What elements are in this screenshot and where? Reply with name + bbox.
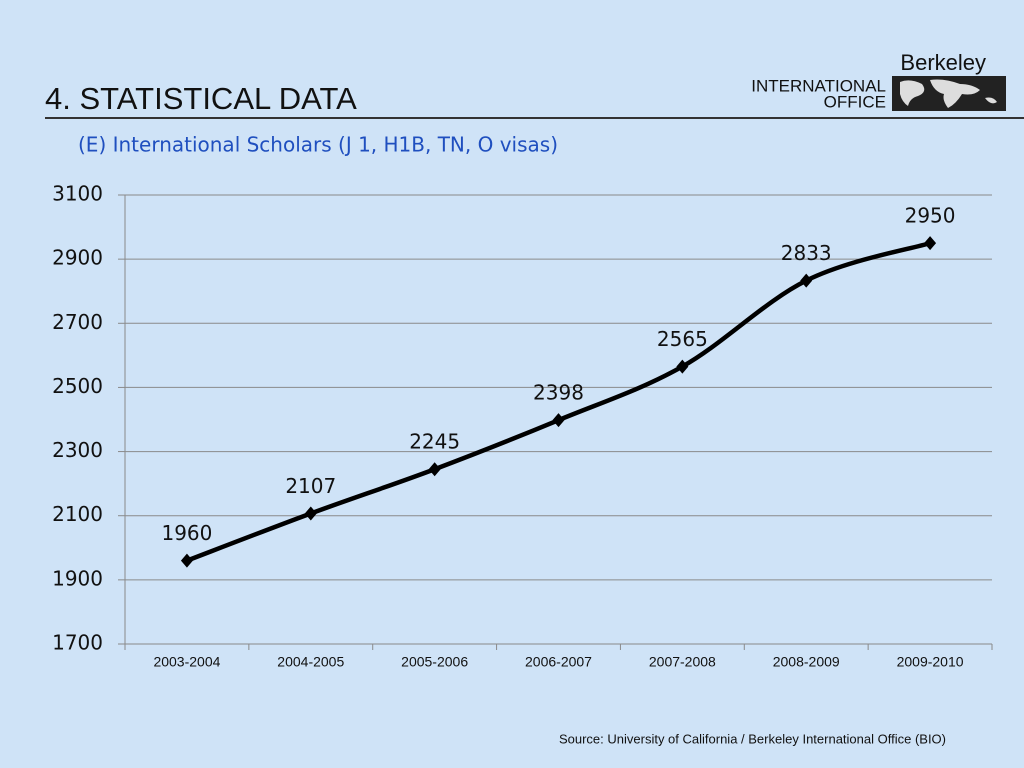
logo-name: Berkeley (900, 50, 986, 75)
slide-title: 4. STATISTICAL DATA (45, 81, 357, 116)
data-point (676, 359, 689, 374)
x-tick-label: 2004-2005 (277, 654, 344, 670)
data-point (800, 273, 813, 288)
x-tick-label: 2005-2006 (401, 654, 468, 670)
source-note: Source: University of California / Berke… (559, 731, 946, 746)
data-point (304, 506, 317, 521)
logo-map (892, 76, 1006, 111)
logo-line: INTERNATIONAL (751, 76, 886, 95)
data-point (924, 236, 937, 251)
y-tick-label: 2100 (52, 502, 103, 526)
data-label: 2950 (905, 204, 956, 228)
data-point (428, 462, 441, 477)
data-label: 2565 (657, 327, 708, 351)
x-tick-label: 2006-2007 (525, 654, 592, 670)
x-tick-label: 2007-2008 (649, 654, 716, 670)
data-label: 2833 (781, 241, 832, 265)
y-tick-label: 3100 (52, 182, 103, 206)
x-tick-label: 2003-2004 (153, 654, 220, 670)
data-label: 2398 (533, 381, 584, 405)
data-label: 2107 (285, 474, 336, 498)
logo-line: OFFICE (824, 92, 886, 111)
y-tick-label: 1900 (52, 566, 103, 590)
x-tick-label: 2009-2010 (897, 654, 964, 670)
y-tick-label: 2900 (52, 246, 103, 270)
x-tick-label: 2008-2009 (773, 654, 840, 670)
chart-subtitle: (E) International Scholars (J 1, H1B, TN… (78, 133, 558, 157)
data-label: 2245 (409, 430, 460, 454)
y-tick-label: 2700 (52, 310, 103, 334)
data-point (180, 553, 193, 568)
y-tick-label: 2500 (52, 374, 103, 398)
data-label: 1960 (161, 521, 212, 545)
y-tick-label: 1700 (52, 631, 103, 655)
data-point (552, 413, 565, 428)
y-tick-label: 2300 (52, 438, 103, 462)
